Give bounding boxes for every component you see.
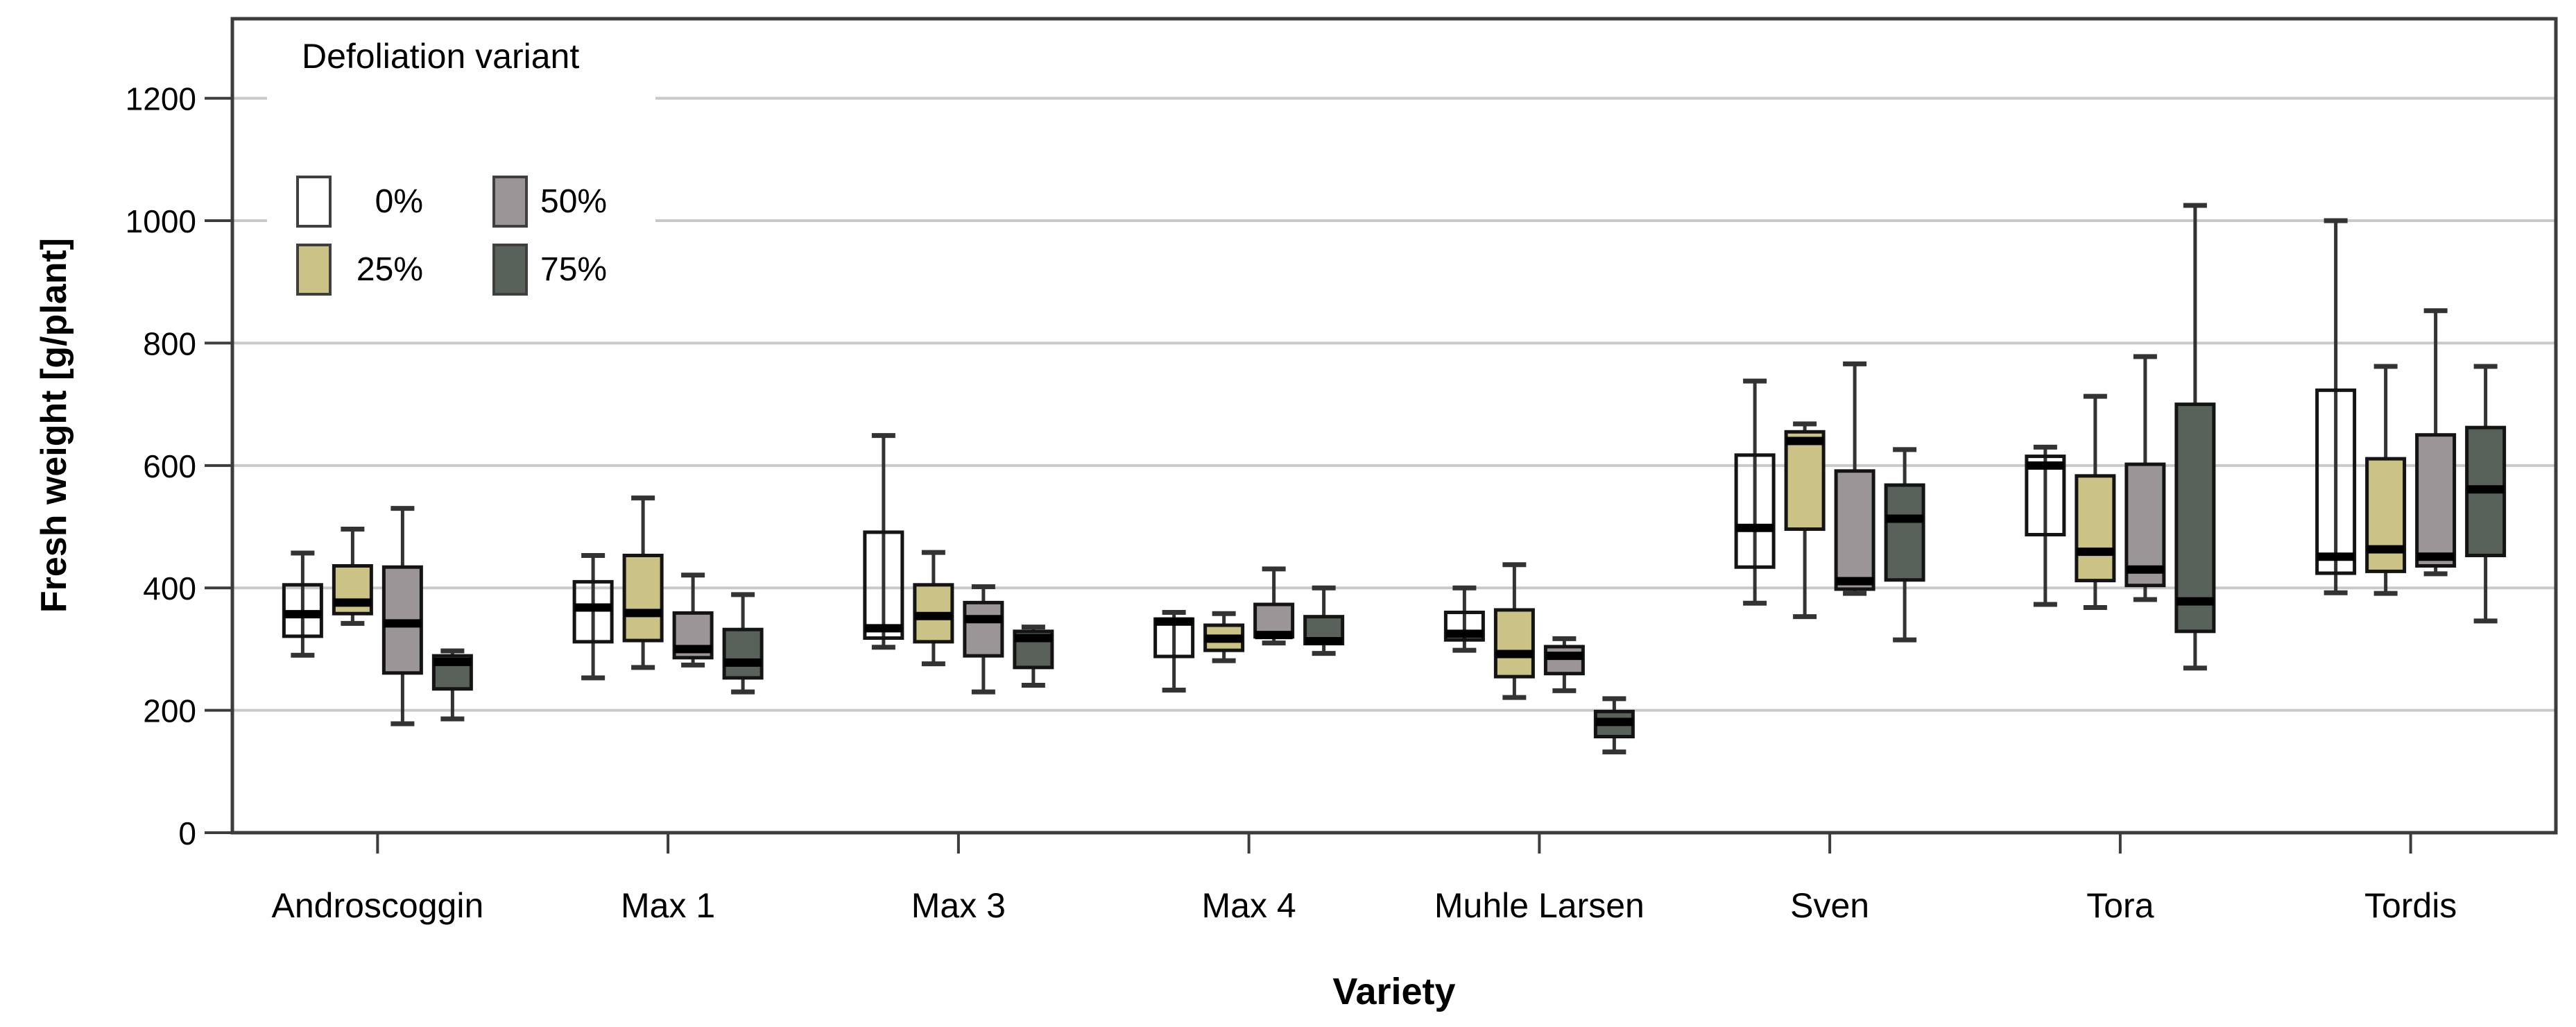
legend-label-75pct: 75% — [540, 251, 608, 288]
boxplot-max-3-0% — [863, 433, 904, 650]
boxplot-androscoggin-25% — [332, 527, 373, 626]
box-rect — [2124, 462, 2166, 588]
boxplot-muhle-larsen-75% — [1593, 696, 1635, 755]
box-rect — [1443, 610, 1485, 642]
box-rect — [1734, 453, 1776, 569]
box-rect — [1543, 645, 1585, 676]
legend-swatch-75pct — [492, 244, 528, 296]
boxplot-sven-25% — [1784, 421, 1826, 620]
legend-item-25pct: 25% — [296, 244, 423, 296]
boxplot-sven-75% — [1884, 447, 1925, 643]
boxplot-tora-0% — [2025, 444, 2066, 607]
boxplot-androscoggin-75% — [431, 648, 473, 722]
box-rect — [572, 579, 614, 644]
x-axis: Androscoggin Max 1 Max 3 Max 4 Muhle Larsen S… — [271, 833, 2457, 925]
plot-frame — [230, 17, 2558, 835]
boxplot-max-1-25% — [622, 495, 664, 670]
boxplot-max-3-25% — [913, 550, 954, 667]
boxplot-max-4-0% — [1153, 609, 1195, 693]
box-rect — [2174, 402, 2216, 634]
y-axis: 0 200 400 600 800 1000 1200 — [126, 81, 232, 851]
boxplot-tora-75% — [2174, 203, 2216, 671]
boxplot-muhle-larsen-25% — [1493, 562, 1535, 700]
x-tick-label: Tordis — [2364, 886, 2457, 925]
legend-swatch-25pct — [296, 244, 332, 296]
legend-title: Defoliation variant — [302, 37, 580, 76]
boxplot-max-4-50% — [1253, 566, 1295, 646]
box-rect — [863, 530, 904, 640]
boxplot-max-3-50% — [963, 584, 1004, 695]
box-rect — [963, 600, 1004, 658]
x-tick-label: Muhle Larsen — [1434, 886, 1645, 925]
box-rect — [2315, 388, 2357, 575]
boxplot-max-3-75% — [1013, 625, 1054, 688]
box-rect — [2025, 455, 2066, 536]
y-tick-label: 1200 — [126, 81, 196, 117]
box-rect — [722, 627, 764, 680]
boxplot-tordis-50% — [2415, 308, 2457, 577]
x-axis-title: Variety — [1332, 971, 1456, 1012]
y-tick-label: 1000 — [126, 203, 196, 239]
legend-item-75pct: 75% — [492, 244, 617, 296]
box-rect — [1834, 469, 1875, 591]
boxplot-tordis-75% — [2465, 364, 2507, 624]
x-tick-label: Androscoggin — [271, 886, 483, 925]
legend-item-0pct: 0% — [296, 176, 423, 228]
box-rect — [2415, 433, 2457, 568]
legend-label-50pct: 50% — [540, 183, 608, 220]
x-tick-label: Max 4 — [1202, 886, 1296, 925]
legend-background — [267, 28, 655, 286]
y-tick-label: 0 — [178, 815, 196, 851]
boxplot-androscoggin-0% — [282, 550, 323, 658]
boxplot-muhle-larsen-50% — [1543, 636, 1585, 693]
y-tick-label: 200 — [143, 693, 196, 729]
boxplot-max-1-75% — [722, 592, 764, 695]
boxplot-muhle-larsen-0% — [1443, 585, 1485, 653]
legend-label-25pct: 25% — [356, 251, 423, 288]
legend-label-0pct: 0% — [375, 183, 423, 220]
boxplot-tora-50% — [2124, 354, 2166, 602]
boxplot-max-4-75% — [1303, 585, 1345, 656]
box-rect — [2075, 474, 2116, 583]
box-rect — [1784, 430, 1826, 532]
box-rect — [2365, 457, 2407, 573]
box-rect — [1493, 608, 1535, 679]
box-rect — [622, 553, 664, 643]
y-tick-label: 800 — [143, 325, 196, 362]
x-tick-label: Max 1 — [621, 886, 715, 925]
x-tick-label: Sven — [1790, 886, 1869, 925]
y-axis-title: Fresh weight [g/plant] — [34, 237, 74, 613]
boxplot-tordis-25% — [2365, 364, 2407, 596]
boxplot-max-1-50% — [672, 572, 714, 668]
x-tick-label: Max 3 — [911, 886, 1006, 925]
boxplot-max-1-0% — [572, 552, 614, 681]
legend-swatch-50pct — [492, 176, 528, 228]
y-tick-label: 600 — [143, 448, 196, 484]
legend-swatch-0pct — [296, 176, 332, 228]
y-tick-label: 400 — [143, 570, 196, 606]
x-tick-label: Tora — [2086, 886, 2154, 925]
boxplot-tordis-0% — [2315, 218, 2357, 595]
boxplot-androscoggin-50% — [381, 506, 423, 727]
boxplot-sven-50% — [1834, 361, 1875, 596]
legend-item-50pct: 50% — [492, 176, 617, 228]
boxplot-sven-0% — [1734, 378, 1776, 606]
boxplot-tora-25% — [2075, 393, 2116, 610]
boxplot-max-4-25% — [1203, 611, 1245, 663]
box-rect — [1884, 483, 1925, 582]
